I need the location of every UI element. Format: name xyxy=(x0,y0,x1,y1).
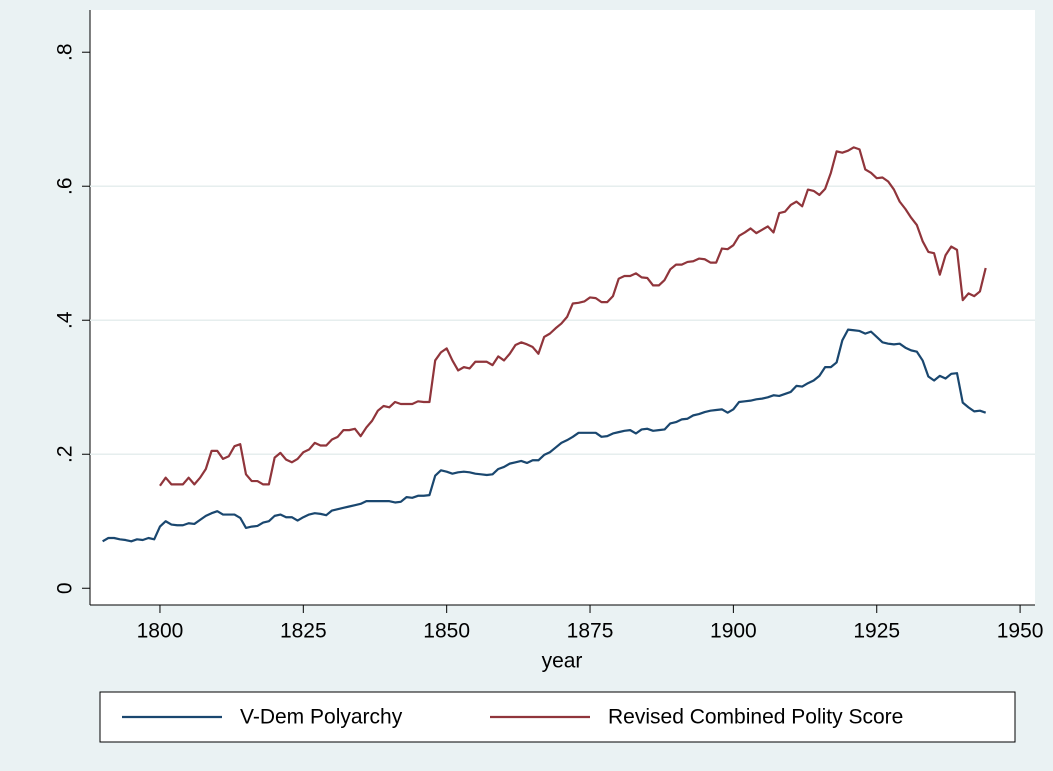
y-tick-label: .8 xyxy=(54,43,77,61)
y-tick-label: .4 xyxy=(54,311,77,329)
data-line xyxy=(159,146,987,487)
plot-area xyxy=(90,10,1035,605)
x-tick-label: 1950 xyxy=(997,620,1044,643)
x-tick-label: 1900 xyxy=(710,620,757,643)
x-tick-label: 1825 xyxy=(280,620,327,643)
x-tick-label: 1925 xyxy=(853,620,900,643)
legend-label: Revised Combined Polity Score xyxy=(608,706,903,729)
x-axis-label: year xyxy=(542,650,583,673)
legend-label: V-Dem Polyarchy xyxy=(240,706,403,729)
y-tick-label: .6 xyxy=(54,177,77,195)
y-tick-label: 0 xyxy=(54,582,77,594)
x-tick-label: 1800 xyxy=(137,620,184,643)
x-tick-label: 1875 xyxy=(567,620,614,643)
y-tick-label: .2 xyxy=(54,445,77,463)
data-line xyxy=(102,328,987,543)
x-tick-label: 1850 xyxy=(423,620,470,643)
